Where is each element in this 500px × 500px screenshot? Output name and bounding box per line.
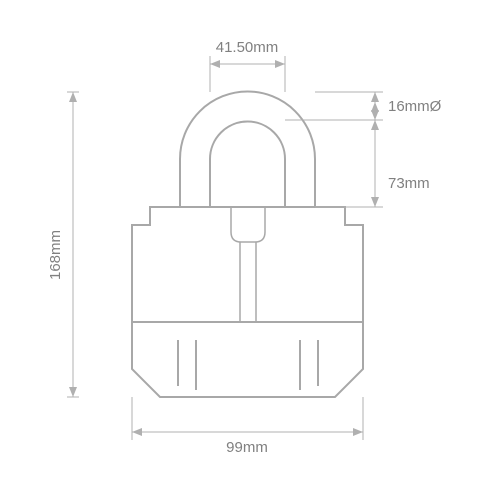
body-width-label: 99mm — [226, 439, 268, 456]
body-lower — [132, 322, 363, 397]
body-upper — [132, 207, 363, 322]
shackle — [180, 92, 315, 208]
dim-shackle-width: 41.50mm — [210, 39, 285, 92]
dim-shackle-thickness: 16mmØ — [285, 92, 442, 120]
shackle-width-label: 41.50mm — [216, 39, 279, 56]
keyway — [231, 207, 265, 322]
padlock-dimension-diagram: 41.50mm 16mmØ 73mm 168mm 99mm — [0, 0, 500, 500]
dim-shackle-height: 73mm — [315, 120, 430, 207]
dim-body-width: 99mm — [132, 397, 363, 456]
slots — [178, 340, 318, 390]
shackle-height-label: 73mm — [388, 175, 430, 192]
dim-total-height: 168mm — [47, 92, 79, 397]
shackle-thickness-label: 16mmØ — [388, 98, 442, 115]
total-height-label: 168mm — [47, 230, 64, 280]
padlock-outline — [132, 92, 363, 398]
